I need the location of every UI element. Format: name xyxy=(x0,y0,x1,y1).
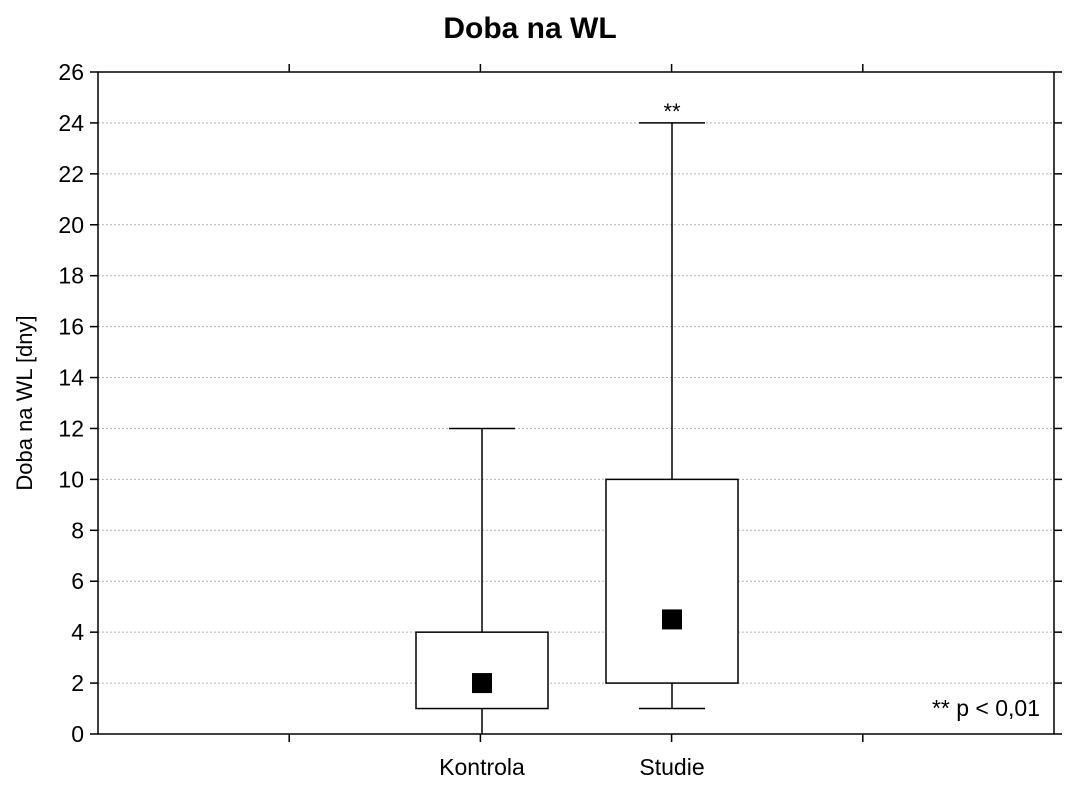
plot-frame xyxy=(97,71,1055,735)
y-tick-label: 12 xyxy=(58,415,84,441)
y-tick-label: 2 xyxy=(71,670,84,696)
y-tick-label: 26 xyxy=(58,59,84,85)
box-series: Kontrola ** Studie xyxy=(415,99,739,780)
y-tick-label: 10 xyxy=(58,466,84,492)
y-axis-label: Doba na WL [dny] xyxy=(12,315,37,490)
chart-title: Doba na WL xyxy=(443,12,616,45)
x-axis xyxy=(288,64,864,742)
iqr-box xyxy=(605,478,739,684)
grid-lines xyxy=(98,122,1054,684)
significance-marker: ** xyxy=(663,99,681,124)
median-marker xyxy=(472,673,492,694)
iqr-box xyxy=(415,631,549,710)
significance-note: ** p < 0,01 xyxy=(932,695,1040,721)
median-marker xyxy=(662,609,682,630)
y-tick-label: 0 xyxy=(71,721,84,747)
box-studie: ** Studie xyxy=(605,99,739,780)
y-tick-label: 24 xyxy=(58,110,84,136)
x-category-label: Kontrola xyxy=(439,754,525,780)
y-tick-label: 8 xyxy=(71,517,84,543)
y-tick-label: 16 xyxy=(58,314,84,340)
y-tick-label: 6 xyxy=(71,568,84,594)
box-kontrola: Kontrola xyxy=(415,427,549,780)
y-tick-label: 20 xyxy=(58,212,84,238)
y-tick-label: 22 xyxy=(58,161,84,187)
y-tick-label: 4 xyxy=(71,619,84,645)
x-category-label: Studie xyxy=(639,754,704,780)
y-tick-label: 18 xyxy=(58,263,84,289)
y-tick-label: 14 xyxy=(58,365,84,391)
